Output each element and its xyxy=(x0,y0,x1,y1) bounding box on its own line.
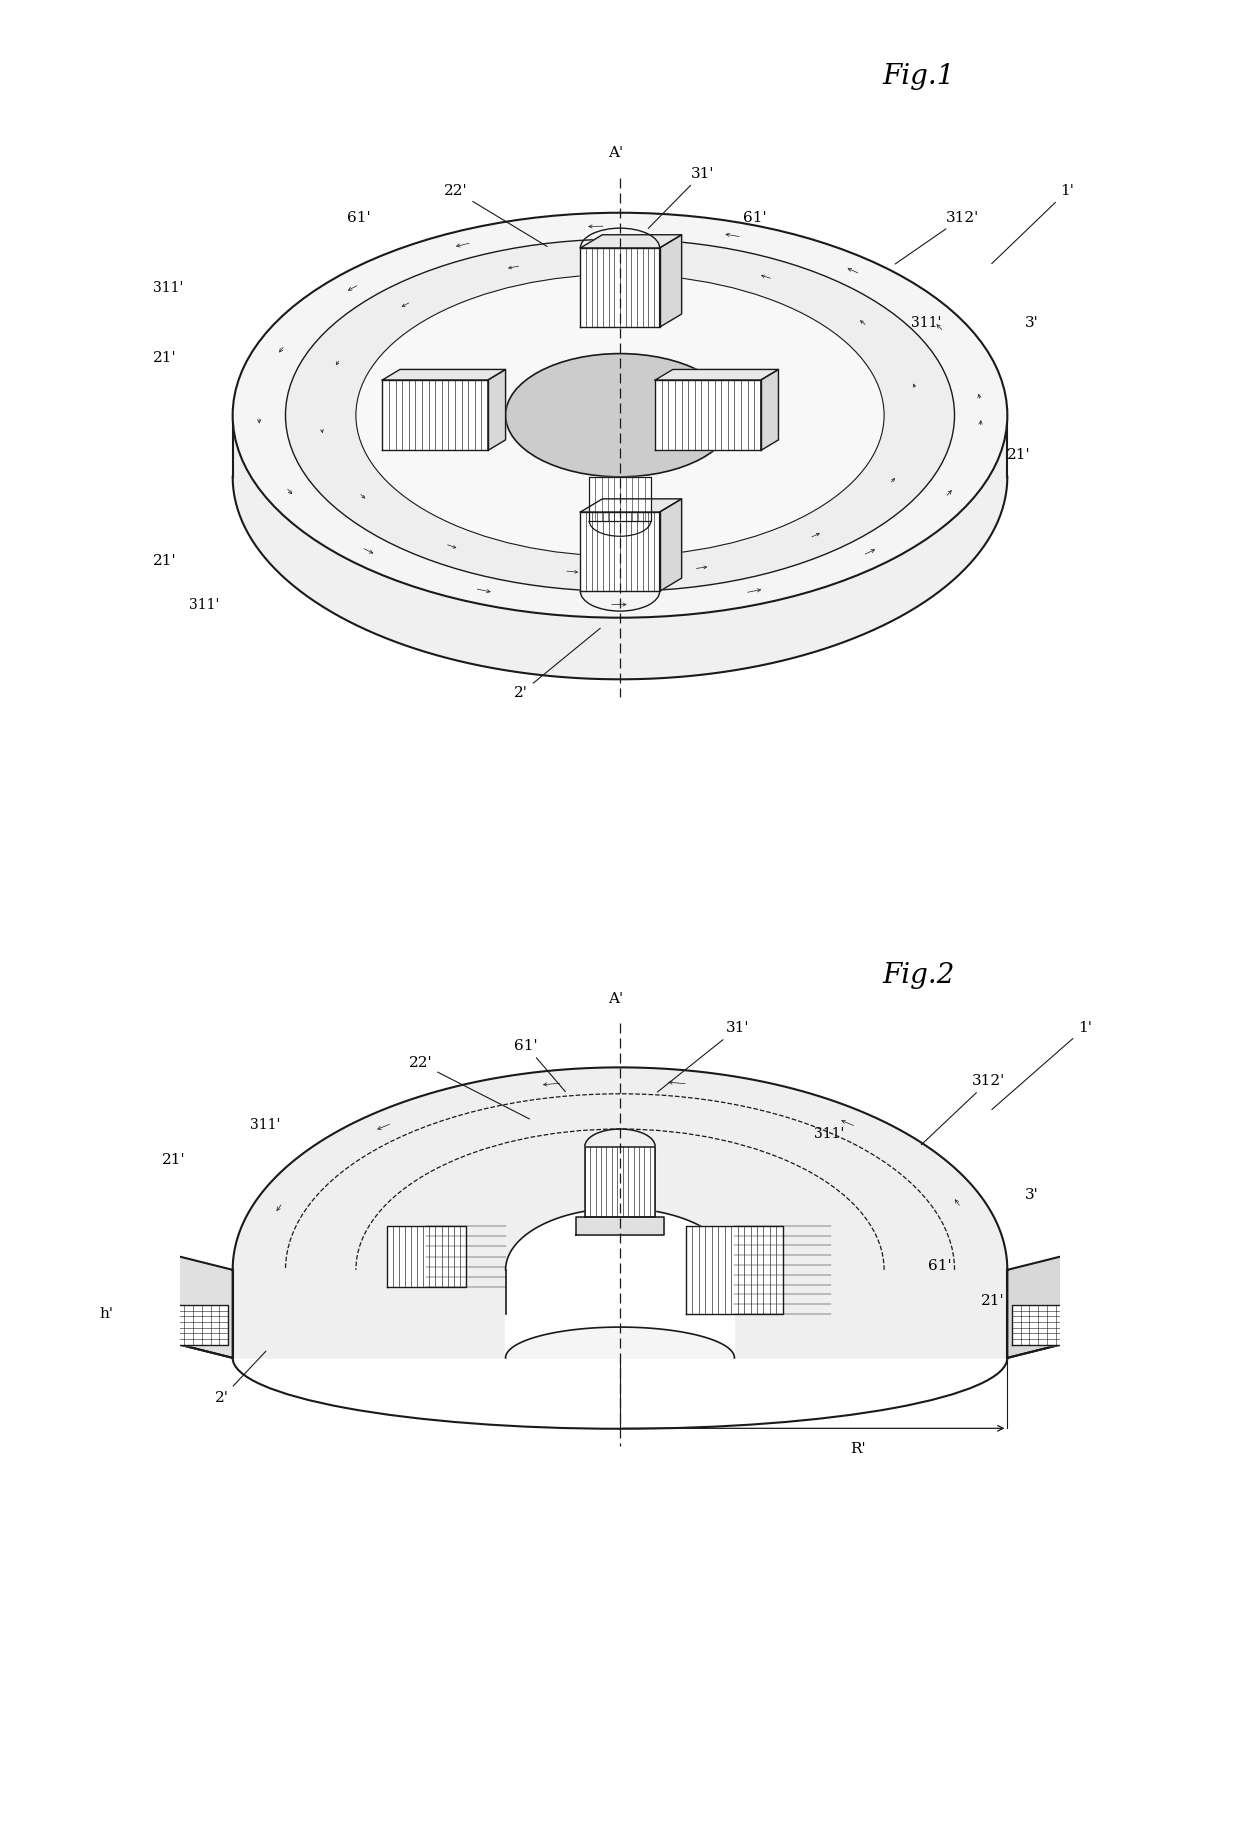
Text: R': R' xyxy=(849,1442,866,1456)
Text: 22': 22' xyxy=(444,183,547,246)
Ellipse shape xyxy=(285,238,955,591)
Text: 21': 21' xyxy=(1007,447,1030,462)
Polygon shape xyxy=(580,235,682,248)
Text: A': A' xyxy=(608,147,624,160)
Polygon shape xyxy=(233,1067,1007,1357)
Text: 311': 311' xyxy=(154,281,184,295)
Polygon shape xyxy=(580,248,660,326)
Polygon shape xyxy=(382,369,506,380)
Text: Fig.2: Fig.2 xyxy=(882,961,955,989)
Text: 31': 31' xyxy=(649,167,714,229)
Polygon shape xyxy=(387,1225,466,1287)
Text: 1': 1' xyxy=(992,1022,1091,1110)
Polygon shape xyxy=(166,1306,228,1344)
Polygon shape xyxy=(686,1225,782,1313)
Ellipse shape xyxy=(356,275,884,556)
Text: 311': 311' xyxy=(813,1126,844,1141)
Polygon shape xyxy=(506,1328,734,1357)
Text: A': A' xyxy=(608,992,624,1005)
Text: 31': 31' xyxy=(657,1022,749,1091)
Text: 311': 311' xyxy=(188,598,219,613)
Text: h': h' xyxy=(99,1308,114,1320)
Ellipse shape xyxy=(233,213,1007,618)
Text: 1': 1' xyxy=(992,183,1074,264)
Polygon shape xyxy=(761,369,779,451)
Text: 21': 21' xyxy=(981,1295,1004,1308)
Text: 61': 61' xyxy=(743,211,766,224)
Polygon shape xyxy=(577,1218,663,1234)
Text: 3': 3' xyxy=(1025,315,1039,330)
Polygon shape xyxy=(382,380,489,451)
Polygon shape xyxy=(580,512,660,591)
Text: 311': 311' xyxy=(910,315,941,330)
Text: 21': 21' xyxy=(154,554,177,569)
Polygon shape xyxy=(233,414,1007,679)
Text: 61': 61' xyxy=(347,211,371,224)
Text: 2': 2' xyxy=(215,1352,265,1405)
Polygon shape xyxy=(589,477,651,521)
Text: 3': 3' xyxy=(1025,1188,1039,1203)
Text: 312': 312' xyxy=(895,211,978,264)
Text: 61': 61' xyxy=(928,1258,952,1273)
Polygon shape xyxy=(660,499,682,591)
Text: 21': 21' xyxy=(154,352,177,365)
Text: 312': 312' xyxy=(921,1075,1006,1144)
Text: 21': 21' xyxy=(162,1154,186,1166)
Polygon shape xyxy=(1007,1253,1078,1357)
Polygon shape xyxy=(660,235,682,326)
Text: 2': 2' xyxy=(515,629,600,701)
Polygon shape xyxy=(580,499,682,512)
Polygon shape xyxy=(1012,1306,1074,1344)
Text: 22': 22' xyxy=(409,1056,529,1119)
Text: 311': 311' xyxy=(250,1119,280,1132)
Polygon shape xyxy=(585,1146,655,1218)
Polygon shape xyxy=(655,380,761,451)
Polygon shape xyxy=(162,1253,233,1357)
Ellipse shape xyxy=(506,354,734,477)
Text: Fig.1: Fig.1 xyxy=(882,62,955,90)
Polygon shape xyxy=(489,369,506,451)
Polygon shape xyxy=(655,369,779,380)
Polygon shape xyxy=(506,1209,734,1357)
Text: 61': 61' xyxy=(515,1038,565,1091)
